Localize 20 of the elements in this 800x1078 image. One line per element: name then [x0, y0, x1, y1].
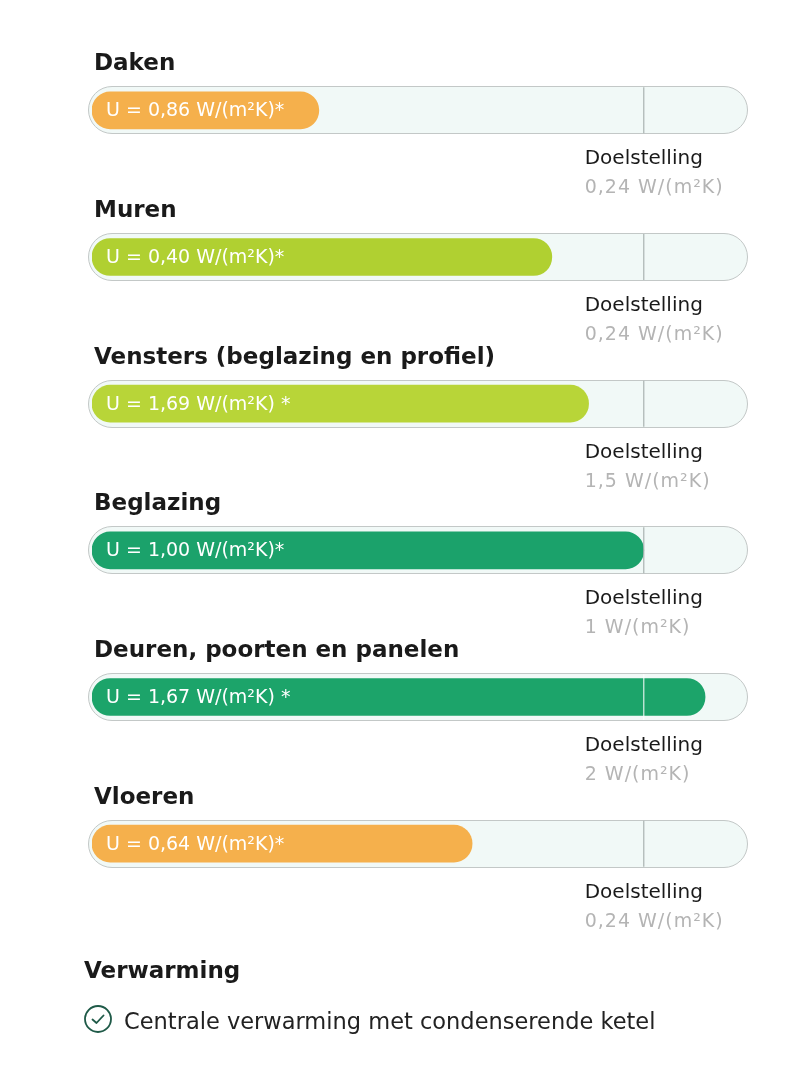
annotation: U = 0,86 W/(m²K)*: [106, 98, 285, 121]
y-tick-label: Deuren, poorten en panelen: [94, 636, 460, 662]
ref-line-label: Doelstelling 0,24 W/(m²K): [584, 292, 724, 344]
annotation: U = 0,64 W/(m²K)*: [106, 831, 285, 854]
y-tick-label: Daken: [94, 49, 176, 76]
y-tick-label: Vloeren: [94, 782, 195, 809]
annotation: U = 1,69 W/(m²K) *: [106, 391, 291, 414]
ref-line-label: Doelstelling 0,24 W/(m²K): [584, 878, 724, 931]
text: Centrale verwarming met condenserende ketel: [124, 1006, 656, 1034]
annotation: U = 1,67 W/(m²K) *: [106, 684, 291, 707]
ref-line-label: Doelstelling 1 W/(m²K): [584, 585, 703, 638]
ref-line-label: Doelstelling 0,24 W/(m²K): [584, 145, 724, 198]
ref-line-label: Doelstelling 1,5 W/(m²K): [584, 438, 711, 491]
y-tick-label: Beglazing: [94, 489, 222, 516]
y-tick-label: Vensters (beglazing en profiel): [94, 342, 496, 369]
ref-line-label: Doelstelling 2 W/(m²K): [584, 732, 703, 784]
y-tick-label: Muren: [94, 196, 177, 222]
annotation: U = 1,00 W/(m²K)*: [106, 538, 285, 561]
text: Verwarming: [84, 956, 242, 984]
annotation: U = 0,40 W/(m²K)*: [106, 244, 285, 267]
